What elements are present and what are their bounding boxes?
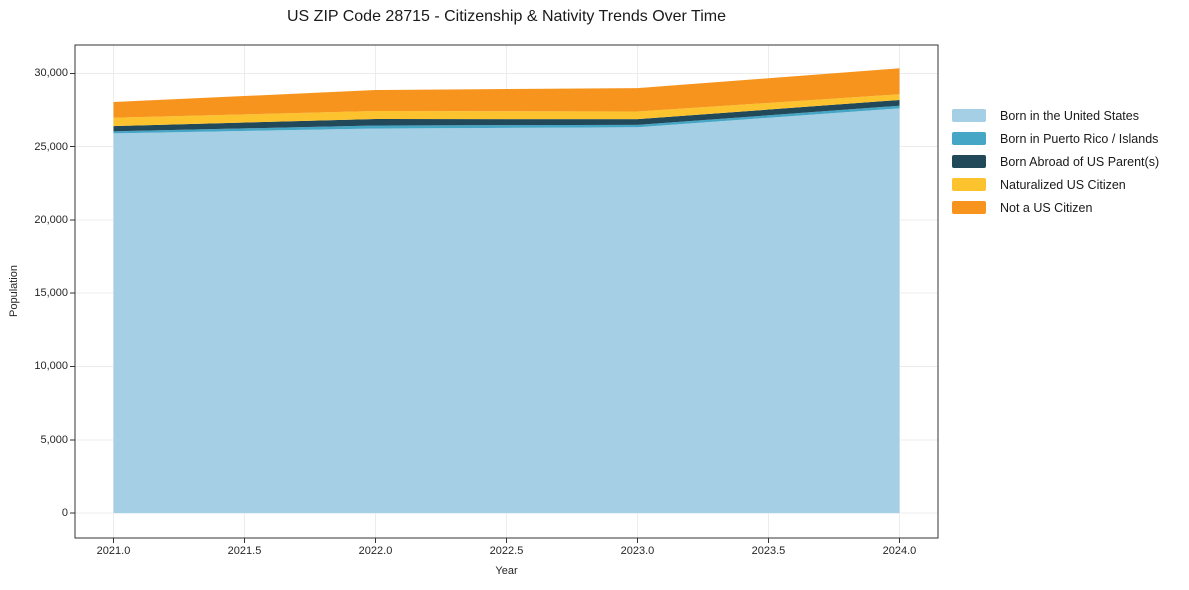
legend-item-3: Naturalized US Citizen <box>952 173 1159 196</box>
legend-item-2: Born Abroad of US Parent(s) <box>952 150 1159 173</box>
x-axis-label: Year <box>495 565 518 577</box>
legend-label: Not a US Citizen <box>1000 200 1093 215</box>
legend-item-4: Not a US Citizen <box>952 196 1159 219</box>
chart-title: US ZIP Code 28715 - Citizenship & Nativi… <box>287 8 726 25</box>
y-tick-label: 25,000 <box>34 140 68 153</box>
legend-label: Born in Puerto Rico / Islands <box>1000 131 1159 146</box>
y-tick-label: 20,000 <box>34 213 68 226</box>
legend-swatch <box>952 109 986 122</box>
y-tick-label: 10,000 <box>34 360 68 373</box>
area-series-0 <box>113 108 900 514</box>
legend-swatch <box>952 132 986 145</box>
legend-label: Born in the United States <box>1000 108 1139 123</box>
legend-label: Naturalized US Citizen <box>1000 177 1126 192</box>
legend: Born in the United States Born in Puerto … <box>952 104 1159 219</box>
x-tick-label: 2022.5 <box>489 545 524 557</box>
legend-swatch <box>952 155 986 168</box>
legend-swatch <box>952 201 986 214</box>
area-series-2 <box>113 99 900 132</box>
legend-item-1: Born in Puerto Rico / Islands <box>952 127 1159 150</box>
area-series-3 <box>113 94 900 127</box>
x-tick-label: 2023.5 <box>751 545 786 557</box>
y-tick-label: 30,000 <box>34 67 68 80</box>
area-series-4 <box>113 68 900 118</box>
x-tick-label: 2021.0 <box>96 545 131 557</box>
y-tick-label: 5,000 <box>40 433 68 446</box>
legend-item-0: Born in the United States <box>952 104 1159 127</box>
x-tick-label: 2022.0 <box>358 545 393 557</box>
legend-label: Born Abroad of US Parent(s) <box>1000 154 1160 169</box>
x-tick-label: 2024.0 <box>882 545 917 557</box>
area-series-1 <box>113 105 900 134</box>
x-tick-label: 2021.5 <box>227 545 262 557</box>
y-tick-label: 15,000 <box>34 287 68 300</box>
y-tick-label: 0 <box>61 507 68 520</box>
legend-swatch <box>952 178 986 191</box>
x-tick-label: 2023.0 <box>620 545 655 557</box>
